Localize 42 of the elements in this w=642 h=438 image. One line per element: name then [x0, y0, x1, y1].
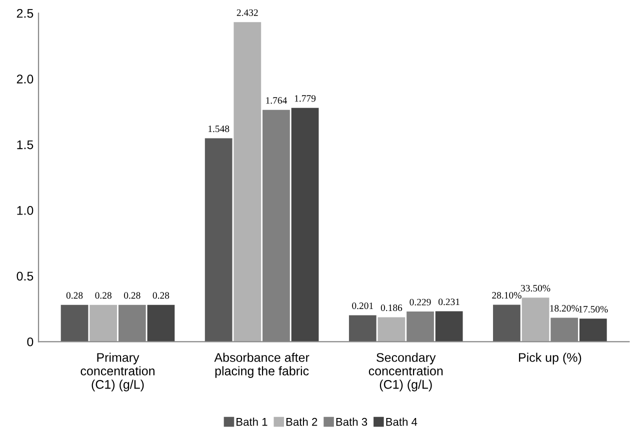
bar: [435, 311, 463, 342]
data-label: 1.764: [266, 97, 287, 104]
bar: [147, 304, 175, 342]
legend-label: Bath 2: [286, 418, 318, 426]
data-label: 2.432: [236, 9, 258, 16]
bar: [204, 138, 232, 342]
data-label: 28.10%: [492, 292, 522, 299]
bar: [60, 304, 88, 342]
data-label: 17.50%: [579, 306, 608, 313]
bar: [291, 108, 319, 342]
x-tick-label: Secondary concentration (C1) (g/L): [368, 352, 443, 392]
x-tick-label: Primary concentration (C1) (g/L): [80, 352, 154, 392]
data-label: 0.186: [380, 304, 402, 312]
x-tick-label: Absorbance after placing the fabric: [214, 352, 310, 378]
data-label: 0.28: [124, 292, 140, 299]
bar: [378, 317, 406, 342]
legend-label: Bath 1: [236, 418, 268, 426]
data-label: 0.28: [95, 292, 112, 299]
y-tick-label: 0.5: [16, 272, 34, 281]
y-tick-label: 2.5: [16, 8, 34, 18]
bar: [493, 304, 520, 342]
bar: [348, 315, 376, 342]
bar: [522, 298, 550, 342]
data-label: 0.28: [152, 292, 170, 299]
bar: [579, 318, 607, 342]
y-tick-label: 0: [27, 337, 34, 346]
x-tick-label: Pick up (%): [519, 352, 582, 364]
data-label: 0.28: [66, 292, 83, 299]
data-label: 18.20%: [550, 305, 579, 312]
data-label: 0.231: [438, 298, 460, 306]
data-label: 0.201: [352, 302, 374, 310]
legend-label: Bath 4: [386, 418, 418, 426]
legend-label: Bath 3: [336, 418, 368, 426]
data-label: 1.779: [294, 95, 316, 102]
y-tick-label: 2.0: [16, 74, 34, 84]
bar: [234, 22, 262, 342]
y-tick-label: 1.0: [17, 206, 34, 215]
data-label: 33.50%: [521, 284, 550, 292]
bar: [90, 304, 118, 342]
data-label: 1.548: [208, 126, 230, 132]
y-tick-label: 1.5: [17, 140, 34, 150]
data-label: 0.229: [410, 298, 431, 306]
